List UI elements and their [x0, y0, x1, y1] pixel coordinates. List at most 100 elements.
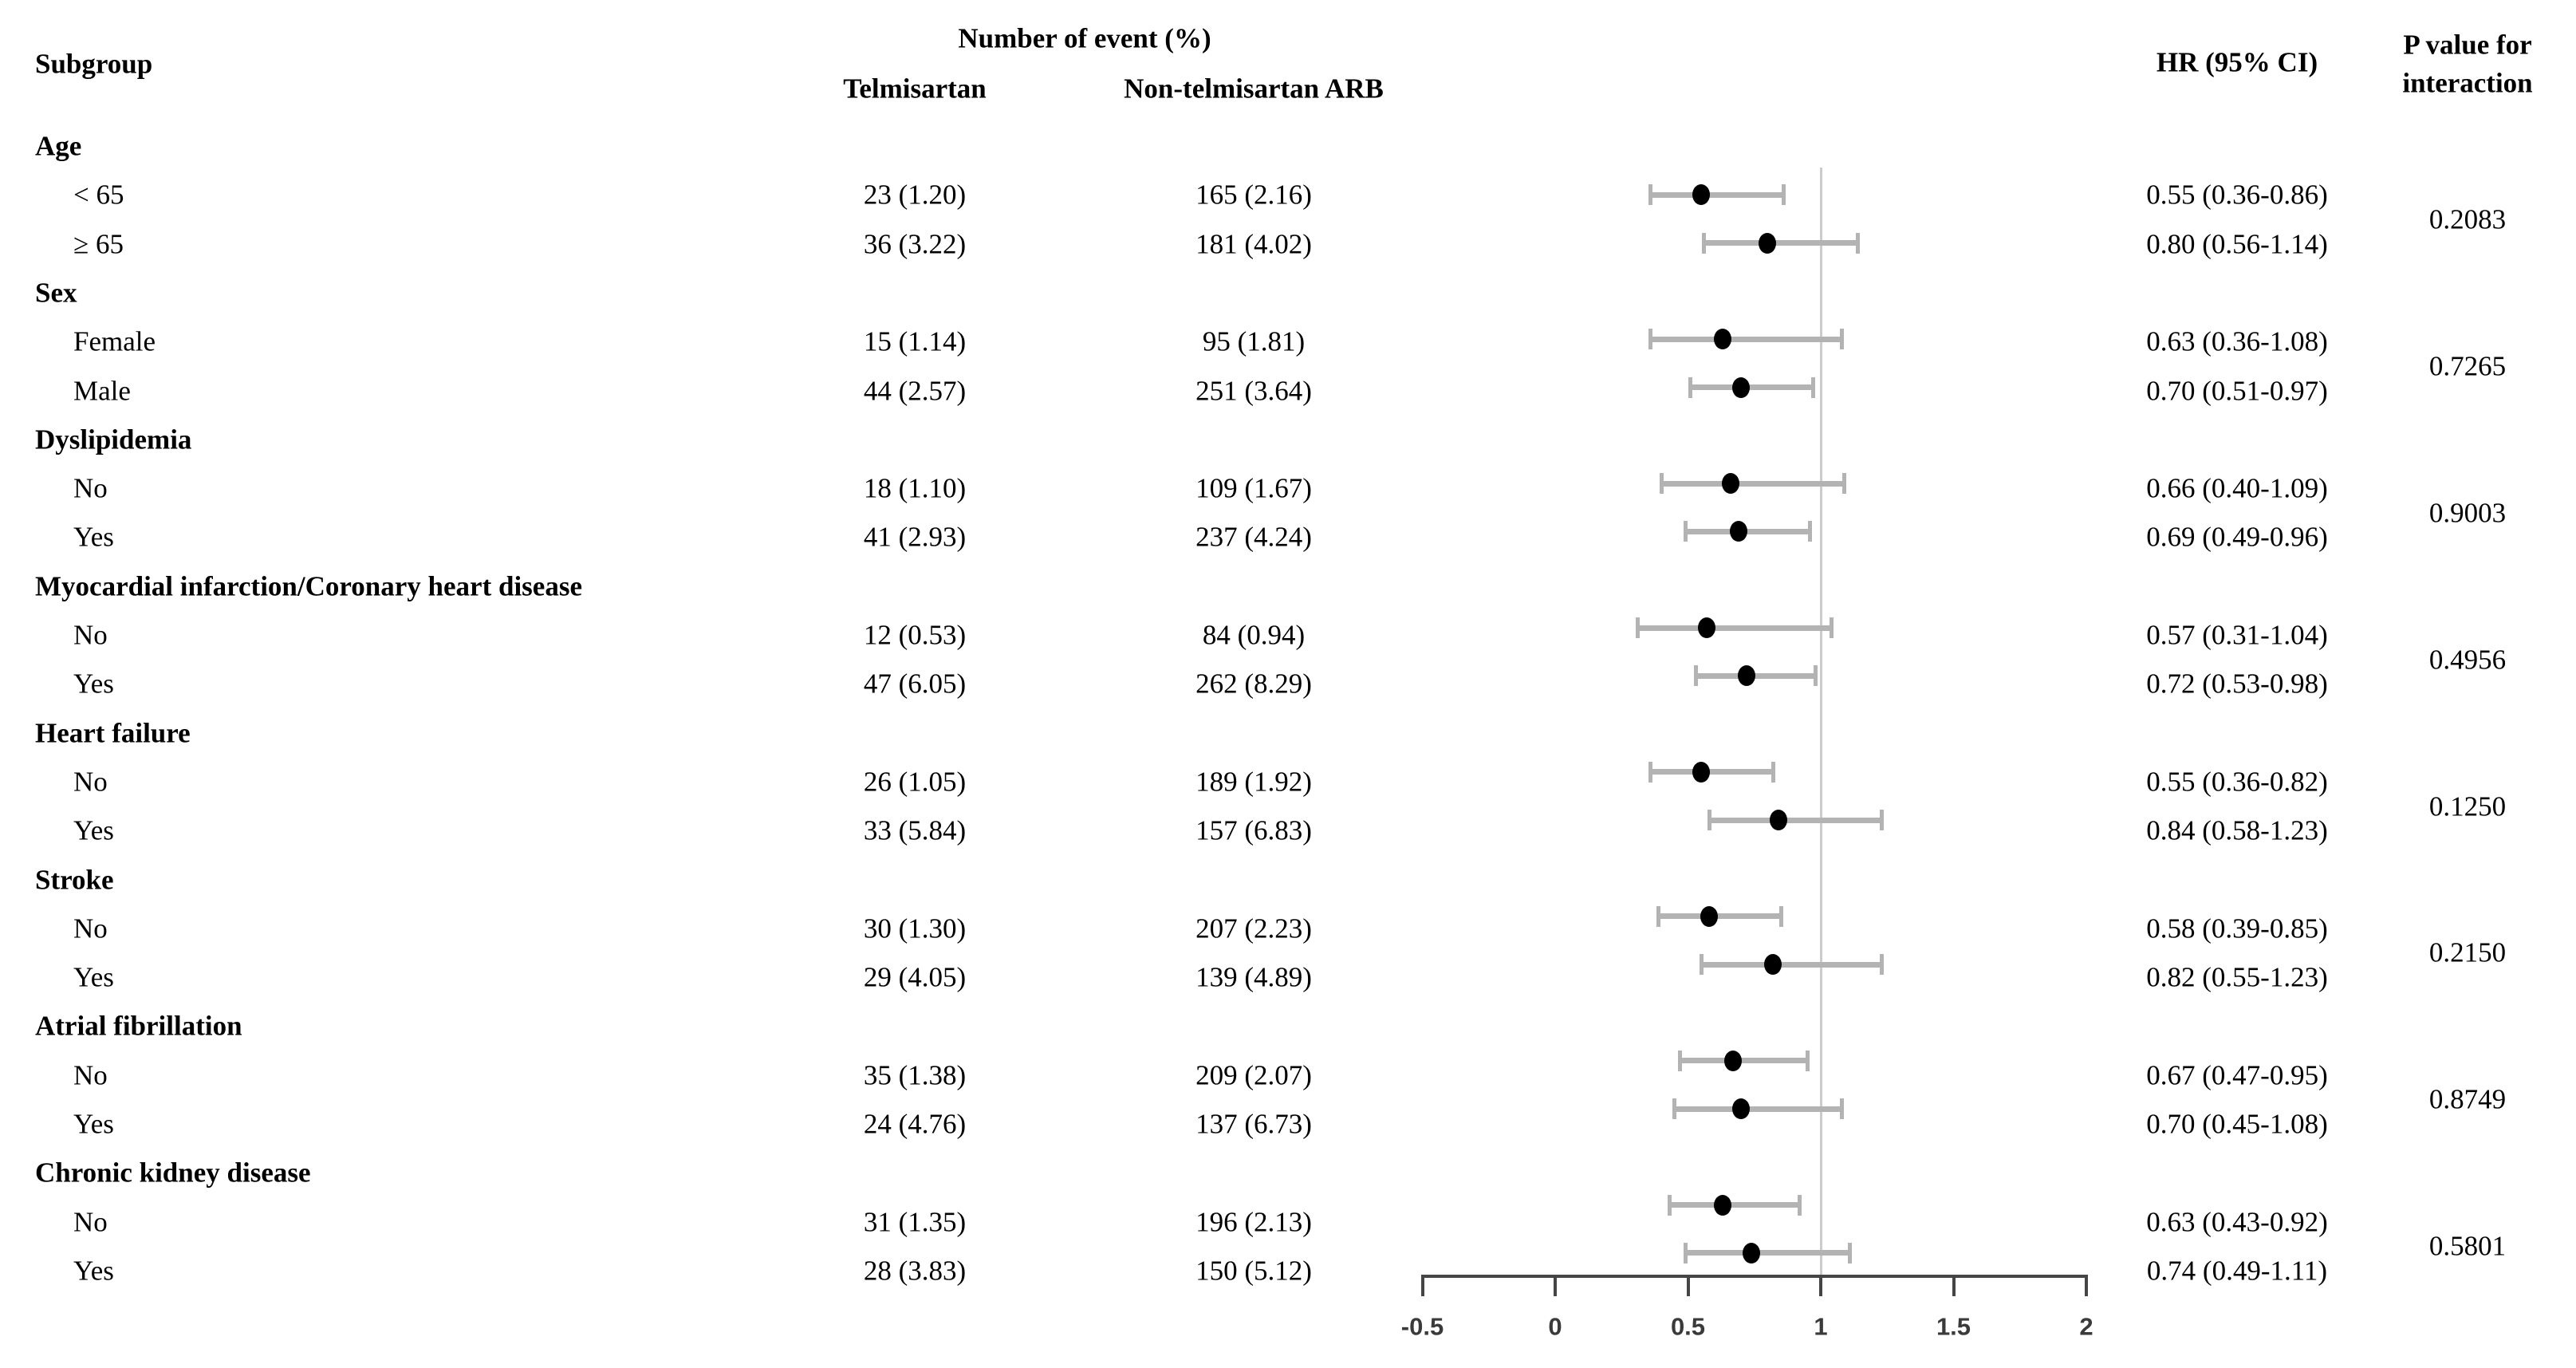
hr-ci-value: 0.80 (0.56-1.14)	[2146, 228, 2328, 260]
p-interaction-value: 0.2083	[2428, 203, 2507, 235]
non-telmisartan-value: 209 (2.07)	[1195, 1059, 1312, 1091]
ci-cap-left	[1707, 810, 1711, 831]
telmisartan-value: 29 (4.05)	[863, 961, 967, 993]
ci-bar	[1661, 480, 1845, 487]
x-axis-tick	[2085, 1275, 2088, 1296]
subgroup-row-label: Yes	[73, 1108, 114, 1140]
subgroup-row-label: No	[73, 913, 108, 944]
p-interaction-value: 0.9003	[2428, 497, 2507, 529]
ci-cap-left	[1667, 1194, 1672, 1216]
hr-ci-value: 0.70 (0.51-0.97)	[2146, 375, 2328, 406]
ci-cap-right	[1880, 810, 1885, 831]
non-telmisartan-value: 150 (5.12)	[1195, 1255, 1312, 1287]
hr-marker	[1724, 1050, 1743, 1071]
x-axis-line	[1420, 1275, 2088, 1278]
ci-cap-left	[1635, 617, 1640, 638]
ci-cap-right	[1778, 905, 1783, 927]
non-telmisartan-value: 95 (1.81)	[1202, 325, 1306, 357]
x-axis-tick-label: 1	[1814, 1312, 1828, 1341]
ci-cap-right	[1813, 665, 1818, 687]
non-telmisartan-value: 181 (4.02)	[1195, 228, 1312, 260]
hr-marker	[1732, 1098, 1751, 1119]
ci-bar	[1680, 1058, 1808, 1064]
hr-ci-value: 0.55 (0.36-0.86)	[2146, 179, 2328, 211]
hr-ci-value: 0.74 (0.49-1.11)	[2146, 1255, 2328, 1287]
subgroup-row-label: No	[73, 619, 108, 651]
subgroup-row-label: Female	[73, 325, 156, 357]
ci-bar	[1650, 336, 1842, 342]
ci-bar	[1701, 961, 1882, 968]
hr-marker	[1713, 1194, 1731, 1216]
non-telmisartan-value: 137 (6.73)	[1195, 1108, 1312, 1140]
subgroup-row-label: ≥ 65	[73, 228, 124, 260]
ci-cap-left	[1688, 376, 1693, 398]
ci-cap-right	[1848, 1242, 1853, 1264]
hr-ci-value: 0.63 (0.43-0.92)	[2146, 1206, 2328, 1238]
non-telmisartan-value: 207 (2.23)	[1195, 913, 1312, 944]
hr-marker	[1697, 617, 1715, 638]
telmisartan-value: 31 (1.35)	[863, 1206, 967, 1238]
non-telmisartan-value: 237 (4.24)	[1195, 521, 1312, 553]
x-axis-tick	[1554, 1275, 1557, 1296]
column-header-subgroup: Subgroup	[35, 48, 153, 80]
ci-bar	[1685, 528, 1810, 534]
hr-ci-value: 0.84 (0.58-1.23)	[2146, 814, 2328, 846]
subgroup-row-label: Yes	[73, 1255, 114, 1287]
hr-marker	[1692, 184, 1711, 206]
telmisartan-value: 35 (1.38)	[863, 1059, 967, 1091]
hr-ci-value: 0.72 (0.53-0.98)	[2146, 668, 2328, 700]
subgroup-row-label: Male	[73, 375, 131, 406]
ci-cap-right	[1842, 473, 1847, 495]
non-telmisartan-value: 84 (0.94)	[1202, 619, 1306, 651]
ci-cap-right	[1810, 376, 1815, 398]
hr-marker	[1729, 521, 1747, 542]
column-header-p-value-line1: P value for	[2403, 29, 2532, 61]
subgroup-row-label: Yes	[73, 961, 114, 993]
ci-cap-right	[1771, 761, 1775, 783]
ci-cap-right	[1805, 1050, 1810, 1071]
hr-ci-value: 0.70 (0.45-1.08)	[2146, 1108, 2328, 1140]
subgroup-row-label: No	[73, 1206, 108, 1238]
telmisartan-value: 15 (1.14)	[863, 325, 967, 357]
subgroup-row-label: Yes	[73, 668, 114, 700]
hr-ci-value: 0.67 (0.47-0.95)	[2146, 1059, 2328, 1091]
hr-ci-value: 0.55 (0.36-0.82)	[2146, 766, 2328, 798]
x-axis-tick	[1686, 1275, 1690, 1296]
telmisartan-value: 33 (5.84)	[863, 814, 967, 846]
ci-cap-right	[1781, 184, 1786, 206]
p-interaction-value: 0.7265	[2428, 350, 2507, 382]
p-interaction-value: 0.1250	[2428, 790, 2507, 822]
telmisartan-value: 28 (3.83)	[863, 1255, 967, 1287]
section-row-label: Heart failure	[35, 717, 191, 749]
p-interaction-value: 0.8749	[2428, 1083, 2507, 1115]
ci-bar	[1709, 817, 1882, 823]
non-telmisartan-value: 165 (2.16)	[1195, 179, 1312, 211]
ci-cap-left	[1648, 761, 1653, 783]
ci-cap-left	[1648, 329, 1653, 350]
non-telmisartan-value: 262 (8.29)	[1195, 668, 1312, 700]
p-interaction-value: 0.4956	[2428, 644, 2507, 676]
column-header-p-value-line2: interaction	[2402, 67, 2533, 99]
reference-line	[1820, 168, 1822, 1275]
hr-marker	[1700, 905, 1719, 927]
telmisartan-value: 41 (2.93)	[863, 521, 967, 553]
x-axis-tick	[1819, 1275, 1822, 1296]
section-row-label: Atrial fibrillation	[35, 1010, 242, 1042]
section-row-label: Myocardial infarction/Coronary heart dis…	[35, 570, 582, 602]
telmisartan-value: 18 (1.10)	[863, 472, 967, 504]
non-telmisartan-value: 189 (1.92)	[1195, 766, 1312, 798]
non-telmisartan-value: 251 (3.64)	[1195, 375, 1312, 406]
p-interaction-value: 0.2150	[2428, 936, 2507, 968]
hr-ci-value: 0.57 (0.31-1.04)	[2146, 619, 2328, 651]
ci-cap-left	[1656, 905, 1661, 927]
column-header-telmisartan: Telmisartan	[843, 73, 987, 104]
ci-bar	[1669, 1202, 1800, 1208]
column-header-non-telmisartan-arb: Non-telmisartan ARB	[1124, 73, 1384, 104]
hr-marker	[1764, 954, 1782, 976]
column-header-hr-95ci: HR (95% CI)	[2156, 46, 2318, 78]
hr-marker	[1737, 665, 1755, 687]
ci-bar	[1637, 625, 1832, 631]
ci-cap-left	[1683, 521, 1688, 542]
